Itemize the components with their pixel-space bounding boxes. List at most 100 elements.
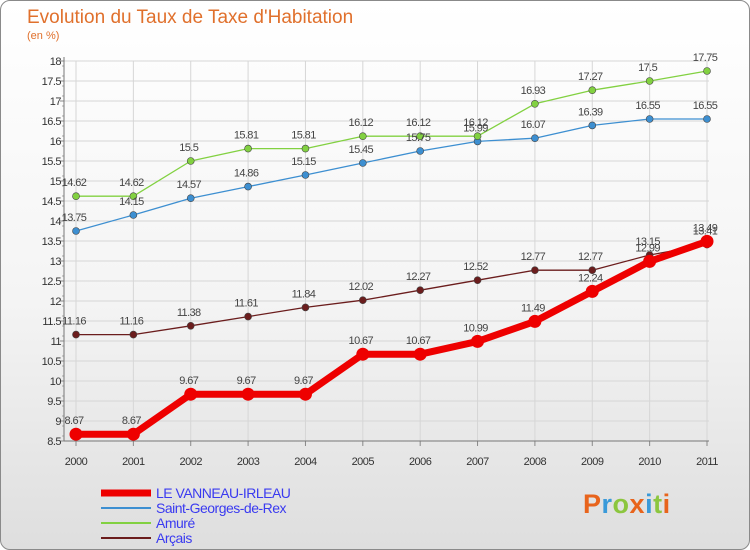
data-point: [413, 347, 427, 361]
series-line: [76, 70, 708, 197]
data-label: 10.67: [406, 335, 431, 347]
data-point: [186, 321, 195, 330]
y-tick-label: 12: [50, 296, 62, 308]
data-label: 11.49: [521, 302, 545, 314]
data-label: 12.52: [463, 261, 488, 273]
y-tick-label: 8.5: [47, 436, 61, 448]
data-point: [72, 227, 80, 235]
logo-letter: r: [601, 489, 613, 519]
legend-label: LE VANNEAU-IRLEAU: [156, 485, 291, 501]
y-tick-label: 13: [50, 256, 62, 268]
data-label: 11.16: [62, 316, 86, 328]
y-tick-label: 18: [50, 56, 62, 68]
data-label: 9.67: [237, 375, 256, 387]
data-point: [531, 266, 539, 275]
data-point: [301, 171, 310, 179]
data-point: [471, 334, 485, 348]
data-label: 13.41: [693, 226, 718, 238]
gridlines: [64, 60, 709, 442]
y-tick-label: 17: [50, 96, 62, 108]
y-tick-label: 16.5: [42, 116, 62, 128]
data-point: [473, 276, 482, 285]
logo-letter: i: [645, 489, 654, 519]
legend-label: Saint-Georges-de-Rex: [156, 500, 287, 516]
series-line: [76, 238, 709, 438]
data-label: 12.99: [635, 242, 660, 254]
data-point: [416, 286, 424, 295]
data-label: 11.38: [177, 307, 201, 319]
data-label: 15.5: [179, 142, 198, 154]
data-label: 13.75: [62, 212, 87, 224]
data-label: 16.12: [406, 117, 431, 129]
chart-title: Evolution du Taux de Taxe d'Habitation: [27, 7, 354, 28]
logo-letter: x: [629, 489, 646, 519]
y-tick-label: 15: [50, 176, 62, 188]
data-point: [416, 147, 424, 155]
data-point: [244, 144, 252, 153]
logo-letter: P: [583, 489, 602, 519]
data-label: 9.67: [294, 375, 313, 387]
data-label: 10.67: [349, 335, 374, 347]
data-point: [186, 157, 195, 165]
data-point: [645, 115, 654, 123]
data-point: [531, 134, 539, 142]
data-label: 12.77: [578, 251, 603, 263]
data-point: [531, 100, 539, 108]
data-label: 9.67: [179, 375, 198, 387]
data-point: [126, 427, 140, 441]
data-point: [301, 144, 310, 153]
data-point: [528, 314, 542, 328]
data-label: 14.62: [119, 177, 144, 189]
y-tick-label: 14.5: [42, 196, 62, 208]
data-label: 17.5: [638, 62, 657, 74]
data-point: [645, 77, 654, 85]
proxiti-logo: Proxiti: [583, 489, 671, 520]
data-point: [356, 347, 370, 361]
y-tick-label: 10: [50, 376, 62, 388]
data-point: [186, 194, 195, 202]
data-label: 16.39: [578, 106, 603, 118]
data-label: 15.45: [349, 144, 374, 156]
logo-letter: o: [612, 489, 630, 519]
data-point: [129, 211, 138, 219]
data-labels: 8.67 8.67 9.67 9.67 9.67 10.67 10.67 10.99 11.49…: [62, 52, 719, 427]
y-tick-label: 15.5: [42, 156, 62, 168]
data-point: [585, 284, 599, 298]
axes: 8.599.51010.51111.51212.51313.51414.5151…: [42, 56, 719, 468]
data-label: 12.27: [406, 271, 431, 283]
data-point: [298, 387, 312, 401]
legend-label: Arçais: [156, 530, 192, 546]
data-label: 10.99: [463, 322, 488, 334]
data-point: [700, 234, 714, 248]
data-label: 15.15: [291, 156, 316, 168]
x-tick-label: 2004: [294, 456, 317, 468]
data-point: [72, 330, 80, 339]
y-tick-label: 17.5: [42, 76, 62, 88]
data-label: 17.27: [578, 71, 603, 83]
legend-label: Amuré: [156, 515, 195, 531]
y-tick-label: 9: [55, 416, 61, 428]
x-tick-label: 2007: [466, 456, 489, 468]
logo-letter: t: [653, 489, 663, 519]
data-point: [643, 254, 657, 268]
data-point: [241, 387, 255, 401]
data-label: 12.77: [521, 251, 546, 263]
y-tick-label: 11: [51, 336, 62, 348]
data-point: [588, 86, 597, 94]
data-point: [72, 192, 80, 200]
data-label: 12.02: [349, 281, 374, 293]
y-tick-label: 16: [50, 136, 62, 148]
data-point: [473, 132, 482, 140]
data-label: 14.62: [62, 177, 87, 189]
data-label: 14.57: [176, 179, 201, 191]
data-label: 15.75: [406, 132, 431, 144]
y-tick-label: 13.5: [42, 236, 62, 248]
data-label: 11.61: [234, 298, 258, 310]
x-tick-label: 2009: [581, 456, 604, 468]
data-label: 11.16: [120, 316, 144, 328]
data-label: 15.81: [234, 130, 259, 142]
data-label: 8.67: [122, 415, 141, 427]
y-tick-label: 11.5: [42, 316, 61, 328]
